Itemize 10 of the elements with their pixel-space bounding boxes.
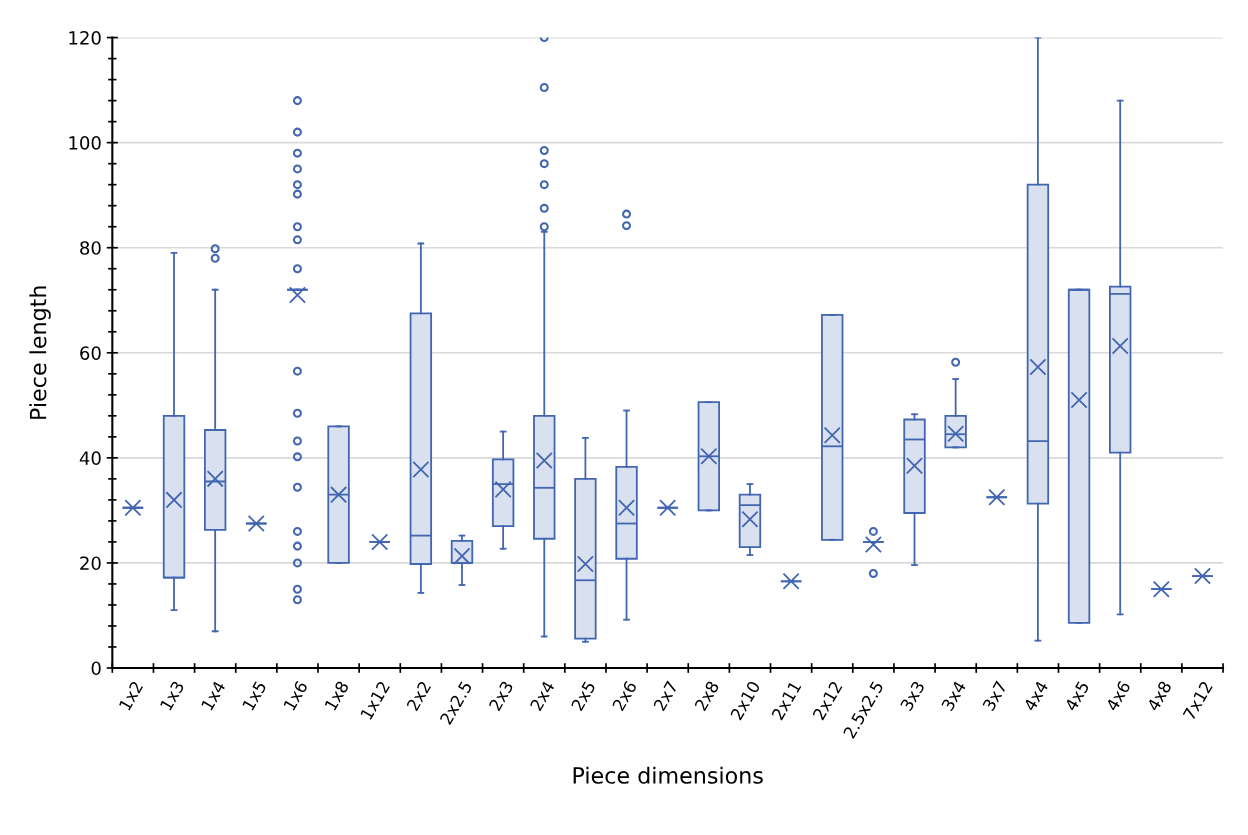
y-axis-title: Piece length bbox=[29, 286, 51, 419]
y-tick-label: 20 bbox=[80, 556, 101, 571]
x-tick-label: 4x4 bbox=[1023, 680, 1049, 712]
y-tick-label: 100 bbox=[69, 136, 101, 150]
y-tick-label: 60 bbox=[80, 346, 101, 360]
y-tick-label: 0 bbox=[91, 661, 101, 676]
y-tick-label: 40 bbox=[79, 451, 101, 465]
x-axis-title: Piece dimensions bbox=[573, 766, 763, 784]
y-tick-label: 120 bbox=[69, 31, 101, 45]
y-tick-label: 80 bbox=[80, 241, 101, 255]
